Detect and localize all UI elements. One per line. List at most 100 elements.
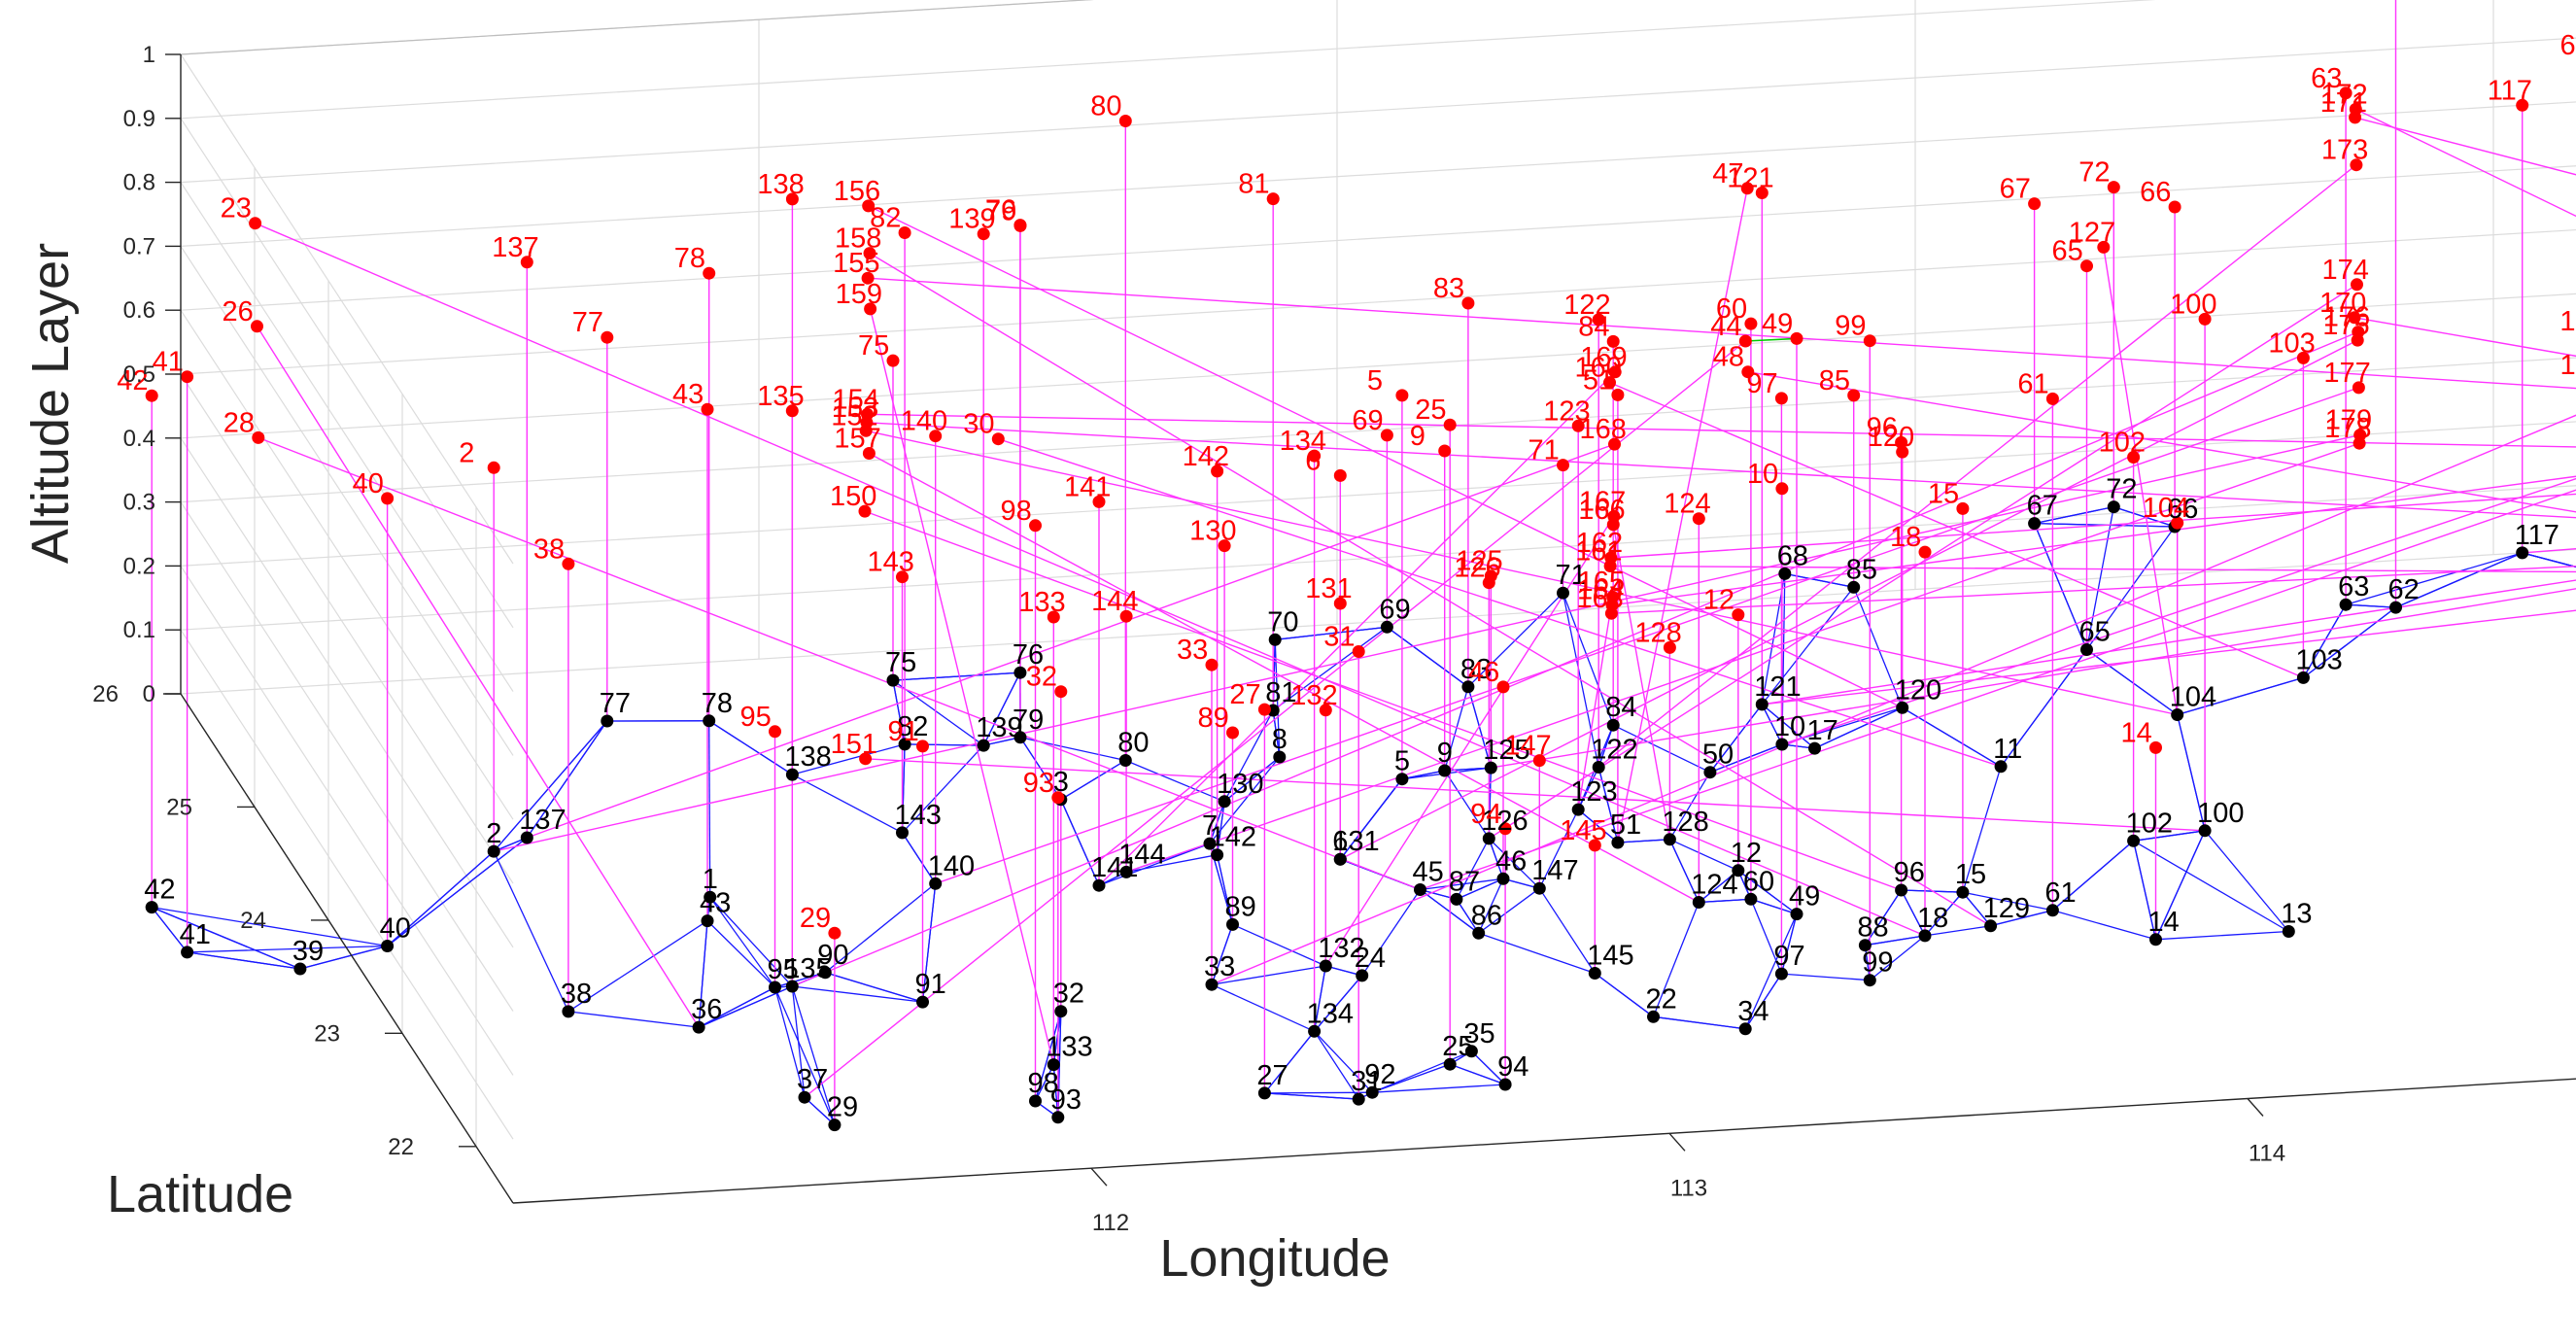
ground-edge [1538,809,1579,889]
air-node [916,740,929,753]
air-node-label: 101 [2559,306,2576,337]
z-tick-label: 0.9 [123,106,155,132]
air-node-label: 132 [1290,680,1337,711]
ground-edge [151,906,301,970]
air-node-label: 169 [1580,342,1627,373]
ground-node-label: 103 [2295,644,2342,675]
ground-node-label: 24 [1355,943,1386,974]
ground-edge [1577,767,1599,810]
ground-node [1847,580,1861,594]
ground-edge [2034,505,2114,525]
ground-node [1778,567,1792,580]
air-node [1603,376,1616,390]
ground-node [1775,738,1789,751]
ground-node-label: 3 [1053,767,1069,798]
ground-edge [1853,587,1904,708]
ground-edge [2522,552,2576,568]
ground-edge [1314,1030,1373,1093]
air-node [898,226,911,239]
air-node [1557,459,1569,472]
uav-ground-link [804,340,1746,1098]
uav-ground-link [1610,493,2576,559]
ground-edge [1902,706,2002,768]
ground-edge [1744,973,1782,1030]
air-node [2107,181,2120,194]
air-node [1571,419,1585,432]
air-node-label: 67 [2000,174,2031,205]
air-node-label: 84 [1578,311,1609,342]
ground-node [1054,1005,1068,1018]
ground-node [1438,764,1452,777]
ground-edge [567,1011,700,1028]
ground-node-label: 61 [2044,877,2076,909]
ground-node-label: 75 [885,647,916,678]
air-node [145,389,158,402]
ground-edge [1456,899,1480,934]
uav-ground-link [865,758,2206,832]
ground-node [1443,1057,1457,1071]
ground-node [1774,967,1788,981]
ground-edge [2052,910,2156,941]
ground-edge [2086,648,2179,716]
ground-edge [1924,891,1964,937]
air-node [1119,609,1133,623]
ground-node [1808,741,1821,755]
ground-node-label: 6 [1332,826,1348,857]
ground-edge [1901,889,1926,937]
ground-edge [774,972,826,988]
ground-node [1380,620,1393,634]
air-node-label: 78 [674,243,705,274]
air-node-label: 29 [800,903,831,934]
air-node-label: 174 [2322,255,2369,286]
uav-ground-link [258,436,1421,891]
ground-node-label: 120 [1895,674,1941,705]
y-axis-line [180,693,514,1204]
ground-node [896,826,909,840]
ground-node-label: 93 [1050,1084,1082,1116]
x-tick-label: 112 [1092,1210,1129,1236]
ground-edge [1313,965,1326,1032]
ground-node-markers [145,500,2529,1132]
z-tick-label: 0.1 [123,617,155,643]
ground-node-label: 40 [380,913,411,945]
air-node [1775,482,1789,496]
ground-node-label: 90 [817,940,848,971]
air-node [1029,519,1042,533]
ground-node-label: 122 [1591,735,1637,766]
ground-node [703,714,716,728]
x-axis-title: Longitude [1159,1229,1390,1288]
ground-edge [901,832,937,884]
grid-line [180,309,514,820]
ground-node [1395,773,1409,786]
air-node [863,247,876,260]
ground-edge [1314,1030,1359,1100]
ground-node-label: 66 [2167,494,2198,525]
air-node [1918,545,1932,559]
ground-node-label: 85 [1846,554,1877,585]
ground-edge [773,986,806,1098]
ground-edge [1272,626,1388,711]
ground-edge [698,986,775,1028]
ground-node [1257,1086,1271,1100]
air-node [1092,495,1106,508]
ground-edge [709,896,793,987]
air-node-label: 138 [757,169,804,200]
z-tick-label: 0.3 [123,490,155,516]
y-axis-title: Latitude [107,1165,293,1223]
ground-edge [2132,841,2157,940]
air-node [2171,516,2184,530]
uav-ground-link [868,277,2576,390]
uav-ground-link [1577,597,1614,810]
grid-line [180,228,2576,375]
air-node-label: 164 [1577,575,1624,606]
air-node [1863,334,1876,348]
uav-ground-link [1211,414,2576,985]
air-node-label: 98 [1001,496,1032,527]
air-node-label: 46 [1468,657,1499,688]
air-node-label: 25 [1415,395,1446,426]
air-node [2349,102,2362,116]
ground-edge [709,896,776,988]
ground-node [145,901,158,914]
grid-line [180,629,514,1140]
air-node [1895,435,1908,449]
